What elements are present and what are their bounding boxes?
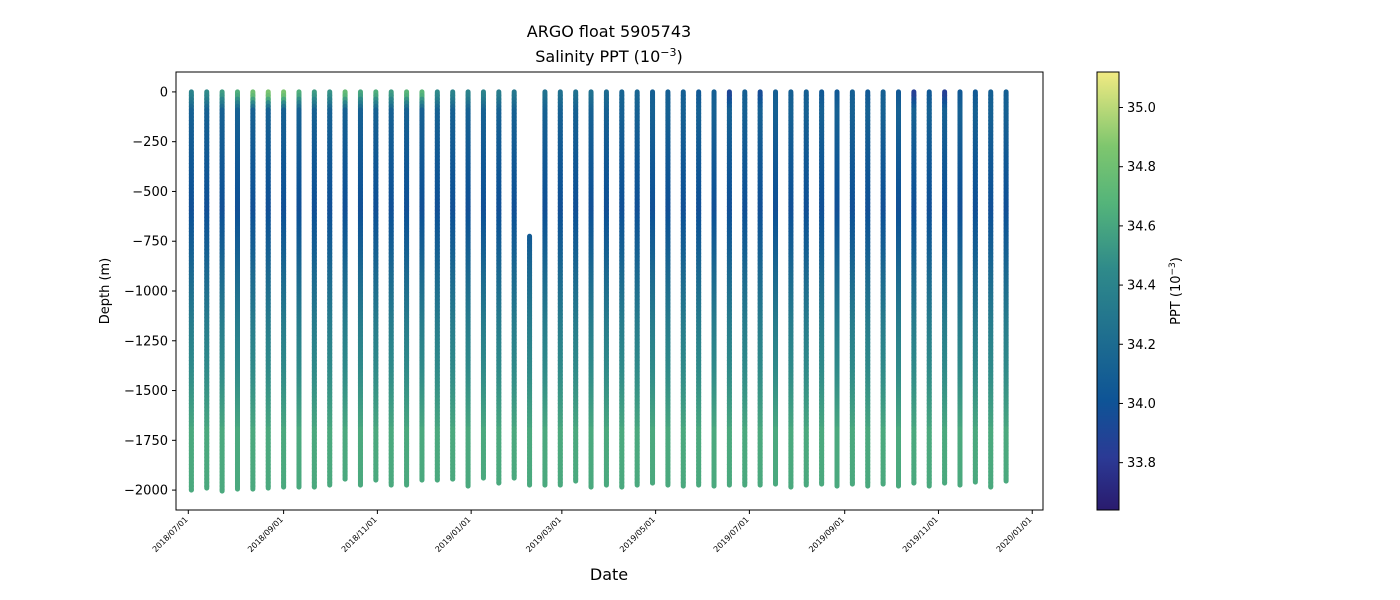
chart-subtitle: Salinity PPT (10−3) xyxy=(535,46,683,66)
chart-subtitle-exp: −3 xyxy=(660,46,676,59)
chart-subtitle-end: ) xyxy=(677,47,683,66)
chart-title: ARGO float 5905743 xyxy=(527,22,691,41)
chart-subtitle-main: Salinity PPT (10 xyxy=(535,47,660,66)
plot-marks xyxy=(188,89,1009,494)
